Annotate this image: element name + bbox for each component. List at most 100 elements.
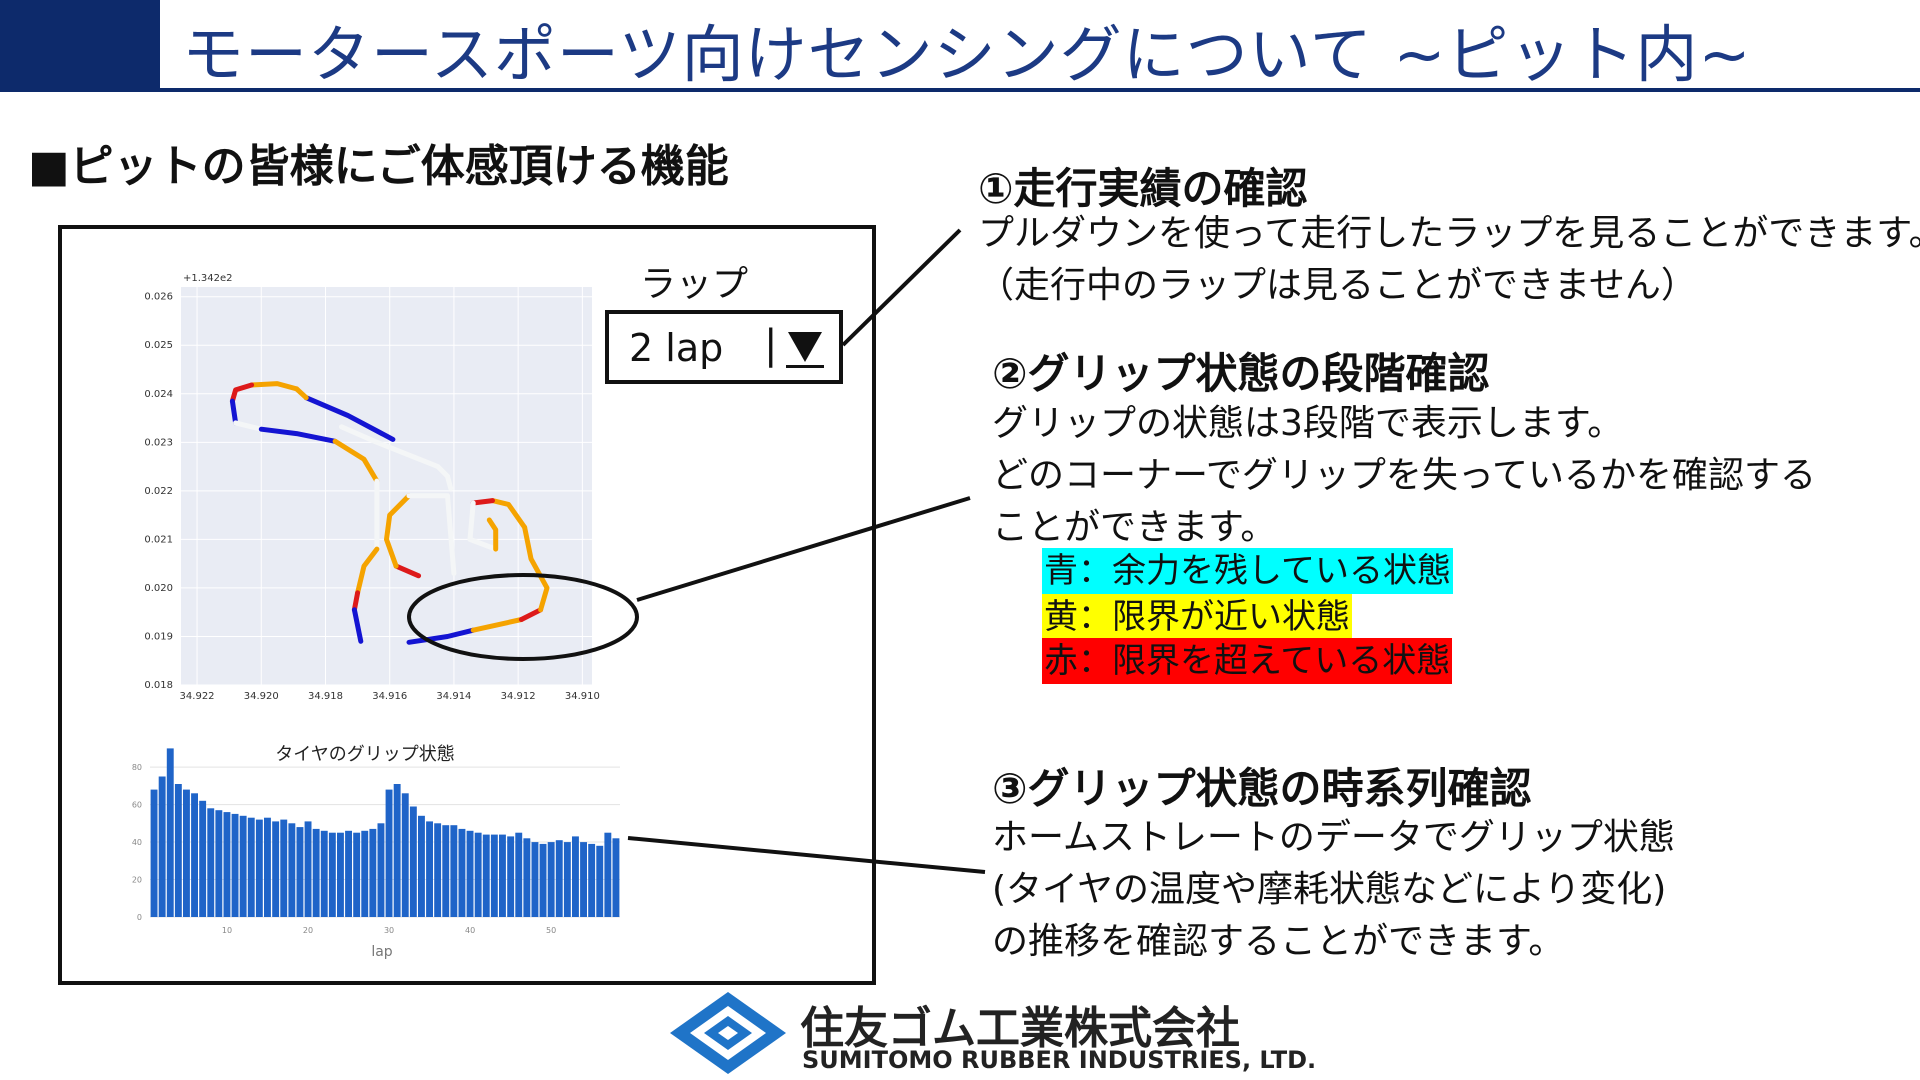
grip-bar	[312, 828, 320, 917]
grip-bar	[442, 825, 450, 917]
grip-bar	[215, 810, 223, 917]
track-segment-blue	[229, 398, 239, 426]
annotation-2-body: グリップの状態は3段階で表示します。 どのコーナーでグリップを失っているかを確認…	[992, 398, 1816, 554]
triangle-down-icon[interactable]	[784, 324, 826, 370]
bar-y-tick-label: 80	[132, 763, 142, 772]
grip-bar	[345, 830, 352, 917]
grip-bar	[247, 817, 255, 917]
annotation-2-line: どのコーナーでグリップを失っているかを確認する	[992, 455, 1817, 496]
track-segment-red	[229, 382, 255, 404]
map-y-tick-label: 0.023	[144, 437, 173, 448]
bar-x-tick-label: 40	[465, 926, 475, 935]
bar-y-tick-label: 40	[132, 838, 142, 847]
company-name-en: SUMITOMO RUBBER INDUSTRIES, LTD.	[802, 1046, 1317, 1074]
grip-bar	[401, 793, 409, 917]
grip-bar	[207, 808, 215, 917]
header-accent-block	[0, 0, 160, 92]
legend-blue: 青：余力を残している状態	[1042, 548, 1453, 594]
grip-bar	[239, 815, 247, 917]
annotation-3-line: の推移を確認することができます。	[992, 921, 1565, 962]
track-segment-blue	[303, 395, 396, 442]
annotation-3-line: ホームストレートのデータでグリップ状態	[992, 817, 1675, 858]
grip-bar	[150, 789, 158, 917]
grip-bar	[474, 832, 482, 917]
annotation-1-text: プルダウンを使って走行したラップを見ることができます。	[978, 213, 1920, 254]
track-segment-white	[467, 500, 499, 552]
track-segment-yellow	[490, 498, 528, 530]
map-y-tick-label: 0.020	[144, 583, 173, 594]
header-rule	[160, 88, 1920, 92]
grip-bar	[482, 834, 490, 917]
grip-bar	[385, 789, 393, 917]
grip-bar	[515, 832, 523, 917]
grip-bar	[507, 836, 515, 917]
grip-bar	[434, 823, 442, 917]
grip-bar	[191, 793, 198, 917]
track-segment-red	[351, 590, 361, 613]
grip-bar	[418, 815, 425, 917]
grip-bar	[158, 776, 166, 917]
lap-select-separator: |	[764, 322, 778, 368]
map-x-tick-label: 34.922	[180, 691, 215, 702]
track-segment-blue	[258, 426, 338, 444]
grip-bar	[531, 842, 539, 917]
grip-bar	[199, 800, 207, 917]
page-title: モータースポーツ向けセンシングについて ~ピット内~	[182, 18, 1752, 91]
map-x-tick-label: 34.918	[308, 691, 343, 702]
grip-bar	[596, 845, 604, 917]
map-y-tick-label: 0.021	[144, 534, 173, 545]
grip-bar	[255, 819, 263, 917]
grip-bar	[272, 821, 280, 917]
bar-x-tick-label: 50	[546, 926, 556, 935]
map-x-tick-label: 34.910	[565, 691, 600, 702]
map-x-tick-label: 34.914	[436, 691, 471, 702]
map-y-tick-label: 0.025	[144, 340, 173, 351]
map-y-tick-label: 0.022	[144, 486, 173, 497]
grip-bar	[409, 806, 417, 917]
bar-y-tick-label: 60	[132, 801, 142, 810]
annotation-3-line: (タイヤの温度や摩耗状態などにより変化)	[992, 869, 1667, 910]
plot-background	[181, 287, 592, 685]
grip-bar	[288, 823, 296, 917]
grip-bar	[377, 823, 385, 917]
map-y-tick-label: 0.024	[144, 389, 173, 400]
map-x-tick-label: 34.920	[244, 691, 279, 702]
grip-bar	[264, 817, 271, 917]
grip-bar	[280, 819, 288, 917]
map-x-tick-label: 34.912	[501, 691, 536, 702]
annotation-2-title: ②グリップ状態の段階確認	[992, 349, 1490, 398]
lap-select[interactable]: 2 lap |	[605, 310, 843, 384]
track-segment-white	[445, 473, 454, 491]
track-map-chart: 34.922 34.920 34.918 34.916 34.914 34.912 34.9…	[144, 273, 600, 702]
feature-heading: ■ピットの皆様にご体感頂ける機能	[28, 141, 729, 192]
bar-y-tick-label: 0	[137, 913, 142, 922]
track-segment-yellow	[355, 546, 380, 596]
company-name-jp: 住友ゴム工業株式会社	[800, 1003, 1240, 1054]
grip-bar	[166, 748, 174, 917]
grip-bar	[580, 842, 587, 917]
grip-bar	[296, 827, 304, 917]
track-segment-yellow	[249, 381, 300, 392]
sumitomo-igeta-icon	[670, 992, 786, 1074]
grip-bar	[361, 830, 369, 917]
annotation-3-body: ホームストレートのデータでグリップ状態 (タイヤの温度や摩耗状態などにより変化)…	[992, 812, 1675, 968]
grip-bar	[320, 830, 328, 917]
bar-x-tick-label: 10	[222, 926, 232, 935]
track-segment-white	[233, 420, 264, 432]
track-segment-yellow	[486, 517, 499, 552]
grip-bar	[183, 789, 190, 917]
grip-bar	[466, 830, 474, 917]
bar-chart-xlabel: lap	[371, 944, 392, 960]
map-y-tick-label: 0.019	[144, 631, 173, 642]
annotation-3-title: ③グリップ状態の時系列確認	[992, 764, 1532, 813]
bar-y-tick-label: 20	[132, 876, 142, 885]
track-segment-white	[339, 424, 450, 479]
lap-label: ラップ	[640, 264, 749, 305]
legend-yellow: 黄：限界が近い状態	[1042, 594, 1352, 640]
track-segment-blue	[351, 607, 364, 644]
bar-chart-title: タイヤのグリップ状態	[275, 744, 454, 765]
grip-bar	[604, 832, 612, 917]
track-segment-red	[470, 498, 495, 506]
grip-bar	[174, 784, 182, 917]
annotation-1-note: （走行中のラップは見ることができません）	[978, 265, 1697, 306]
